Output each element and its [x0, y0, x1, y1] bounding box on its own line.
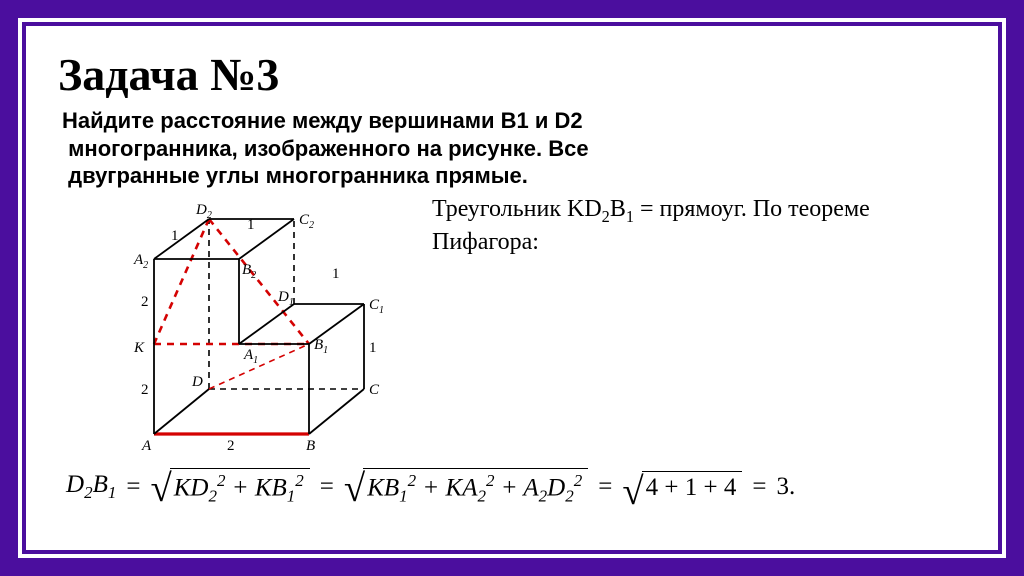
problem-line-2: многогранника, изображенного на рисунке.…: [68, 136, 589, 161]
len-KA2: 2: [141, 294, 149, 310]
diagram-svg: A B C D A1 B1 C1 D1 A2 B2 C2 D2 K 1: [114, 194, 424, 454]
svg-text:B2: B2: [242, 262, 256, 281]
sol-b: 2: [602, 206, 610, 225]
f-r2-c: 2: [408, 471, 417, 490]
f-r2-g: A: [523, 474, 538, 501]
content-row: A B C D A1 B1 C1 D1 A2 B2 C2 D2 K 1: [58, 194, 966, 454]
polyhedron-diagram: A B C D A1 B1 C1 D1 A2 B2 C2 D2 K 1: [114, 194, 424, 454]
visible-edges: [154, 219, 364, 434]
svg-text:D2: D2: [195, 202, 212, 221]
len-CC1: 1: [369, 340, 377, 356]
f-lhs-a: D: [66, 471, 84, 498]
solution-text: Треугольник KD2В1 = прямоуг. По теореме …: [432, 194, 870, 258]
f-eq1: =: [122, 473, 144, 501]
sol-d: 1: [626, 206, 634, 225]
svg-text:D1: D1: [277, 289, 294, 308]
len-C2B2-side: 1: [332, 266, 340, 282]
len-D2C2: 1: [247, 217, 255, 233]
len-AB: 2: [227, 438, 235, 454]
label-D2-a: D: [195, 202, 207, 218]
f-r2-h: 2: [539, 486, 548, 505]
sol-e: = прямоуг. По теореме: [634, 196, 870, 222]
f-r3: 4 + 1 + 4: [642, 471, 743, 502]
f-sqrt2: KB12 + KA22 + A2D22: [344, 468, 588, 506]
f-plus3: +: [494, 474, 523, 501]
f-lhs-c: B: [93, 471, 108, 498]
label-B1-a: B: [314, 337, 323, 353]
f-lhs-b: 2: [84, 483, 93, 502]
f-r1-b: 2: [208, 486, 217, 505]
svg-text:C1: C1: [369, 297, 384, 316]
f-eq3: =: [594, 473, 616, 501]
svg-text:A2: A2: [133, 252, 148, 271]
f-r2-a: KB: [367, 474, 399, 501]
f-r2-i: D: [547, 474, 565, 501]
svg-text:B1: B1: [314, 337, 328, 356]
f-r1-d: KB: [255, 474, 287, 501]
f-sqrt1: KD22 + KB12: [150, 468, 309, 506]
formula: D2B1 = KD22 + KB12 = KB12 + KA22 + A2D22…: [66, 468, 966, 506]
sol-a: Треугольник KD: [432, 196, 602, 222]
f-eq2: =: [316, 473, 338, 501]
f-plus2: +: [416, 474, 445, 501]
sol-l2: Пифагора:: [432, 229, 539, 255]
problem-line-3: двугранные углы многогранника прямые.: [68, 163, 528, 188]
len-A2D2: 1: [171, 228, 179, 244]
problem-line-1: Найдите расстояние между вершинами В1 и …: [62, 108, 583, 133]
f-lhs-d: 1: [108, 483, 117, 502]
f-r2-k: 2: [574, 471, 583, 490]
f-r2-e: 2: [477, 486, 486, 505]
problem-statement: Найдите расстояние между вершинами В1 и …: [62, 107, 966, 190]
label-B2-a: B: [242, 262, 251, 278]
f-r1-f: 2: [295, 471, 304, 490]
f-r2-j: 2: [565, 486, 574, 505]
f-r2-d: KA: [446, 474, 478, 501]
f-plus1: +: [225, 474, 254, 501]
edge-lengths: 1 1 2 2 2 1 1: [141, 217, 377, 454]
highlight-D-B1: [209, 344, 309, 389]
f-eq4: =: [748, 473, 770, 501]
slide-card: Задача №3 Найдите расстояние между верши…: [26, 26, 998, 550]
title: Задача №3: [58, 48, 966, 101]
label-B: B: [306, 438, 315, 454]
f-ans: 3.: [776, 473, 795, 501]
label-K: K: [133, 340, 145, 356]
svg-text:A1: A1: [243, 347, 258, 366]
f-r1-a: KD: [174, 474, 209, 501]
len-AK: 2: [141, 382, 149, 398]
label-D1-a: D: [277, 289, 289, 305]
f-r2-b: 1: [399, 486, 408, 505]
sol-c: В: [610, 196, 626, 222]
f-sqrt3: 4 + 1 + 4: [622, 471, 742, 502]
svg-text:C2: C2: [299, 212, 314, 231]
label-A: A: [141, 438, 152, 454]
label-C: C: [369, 382, 380, 398]
label-D: D: [191, 374, 203, 390]
